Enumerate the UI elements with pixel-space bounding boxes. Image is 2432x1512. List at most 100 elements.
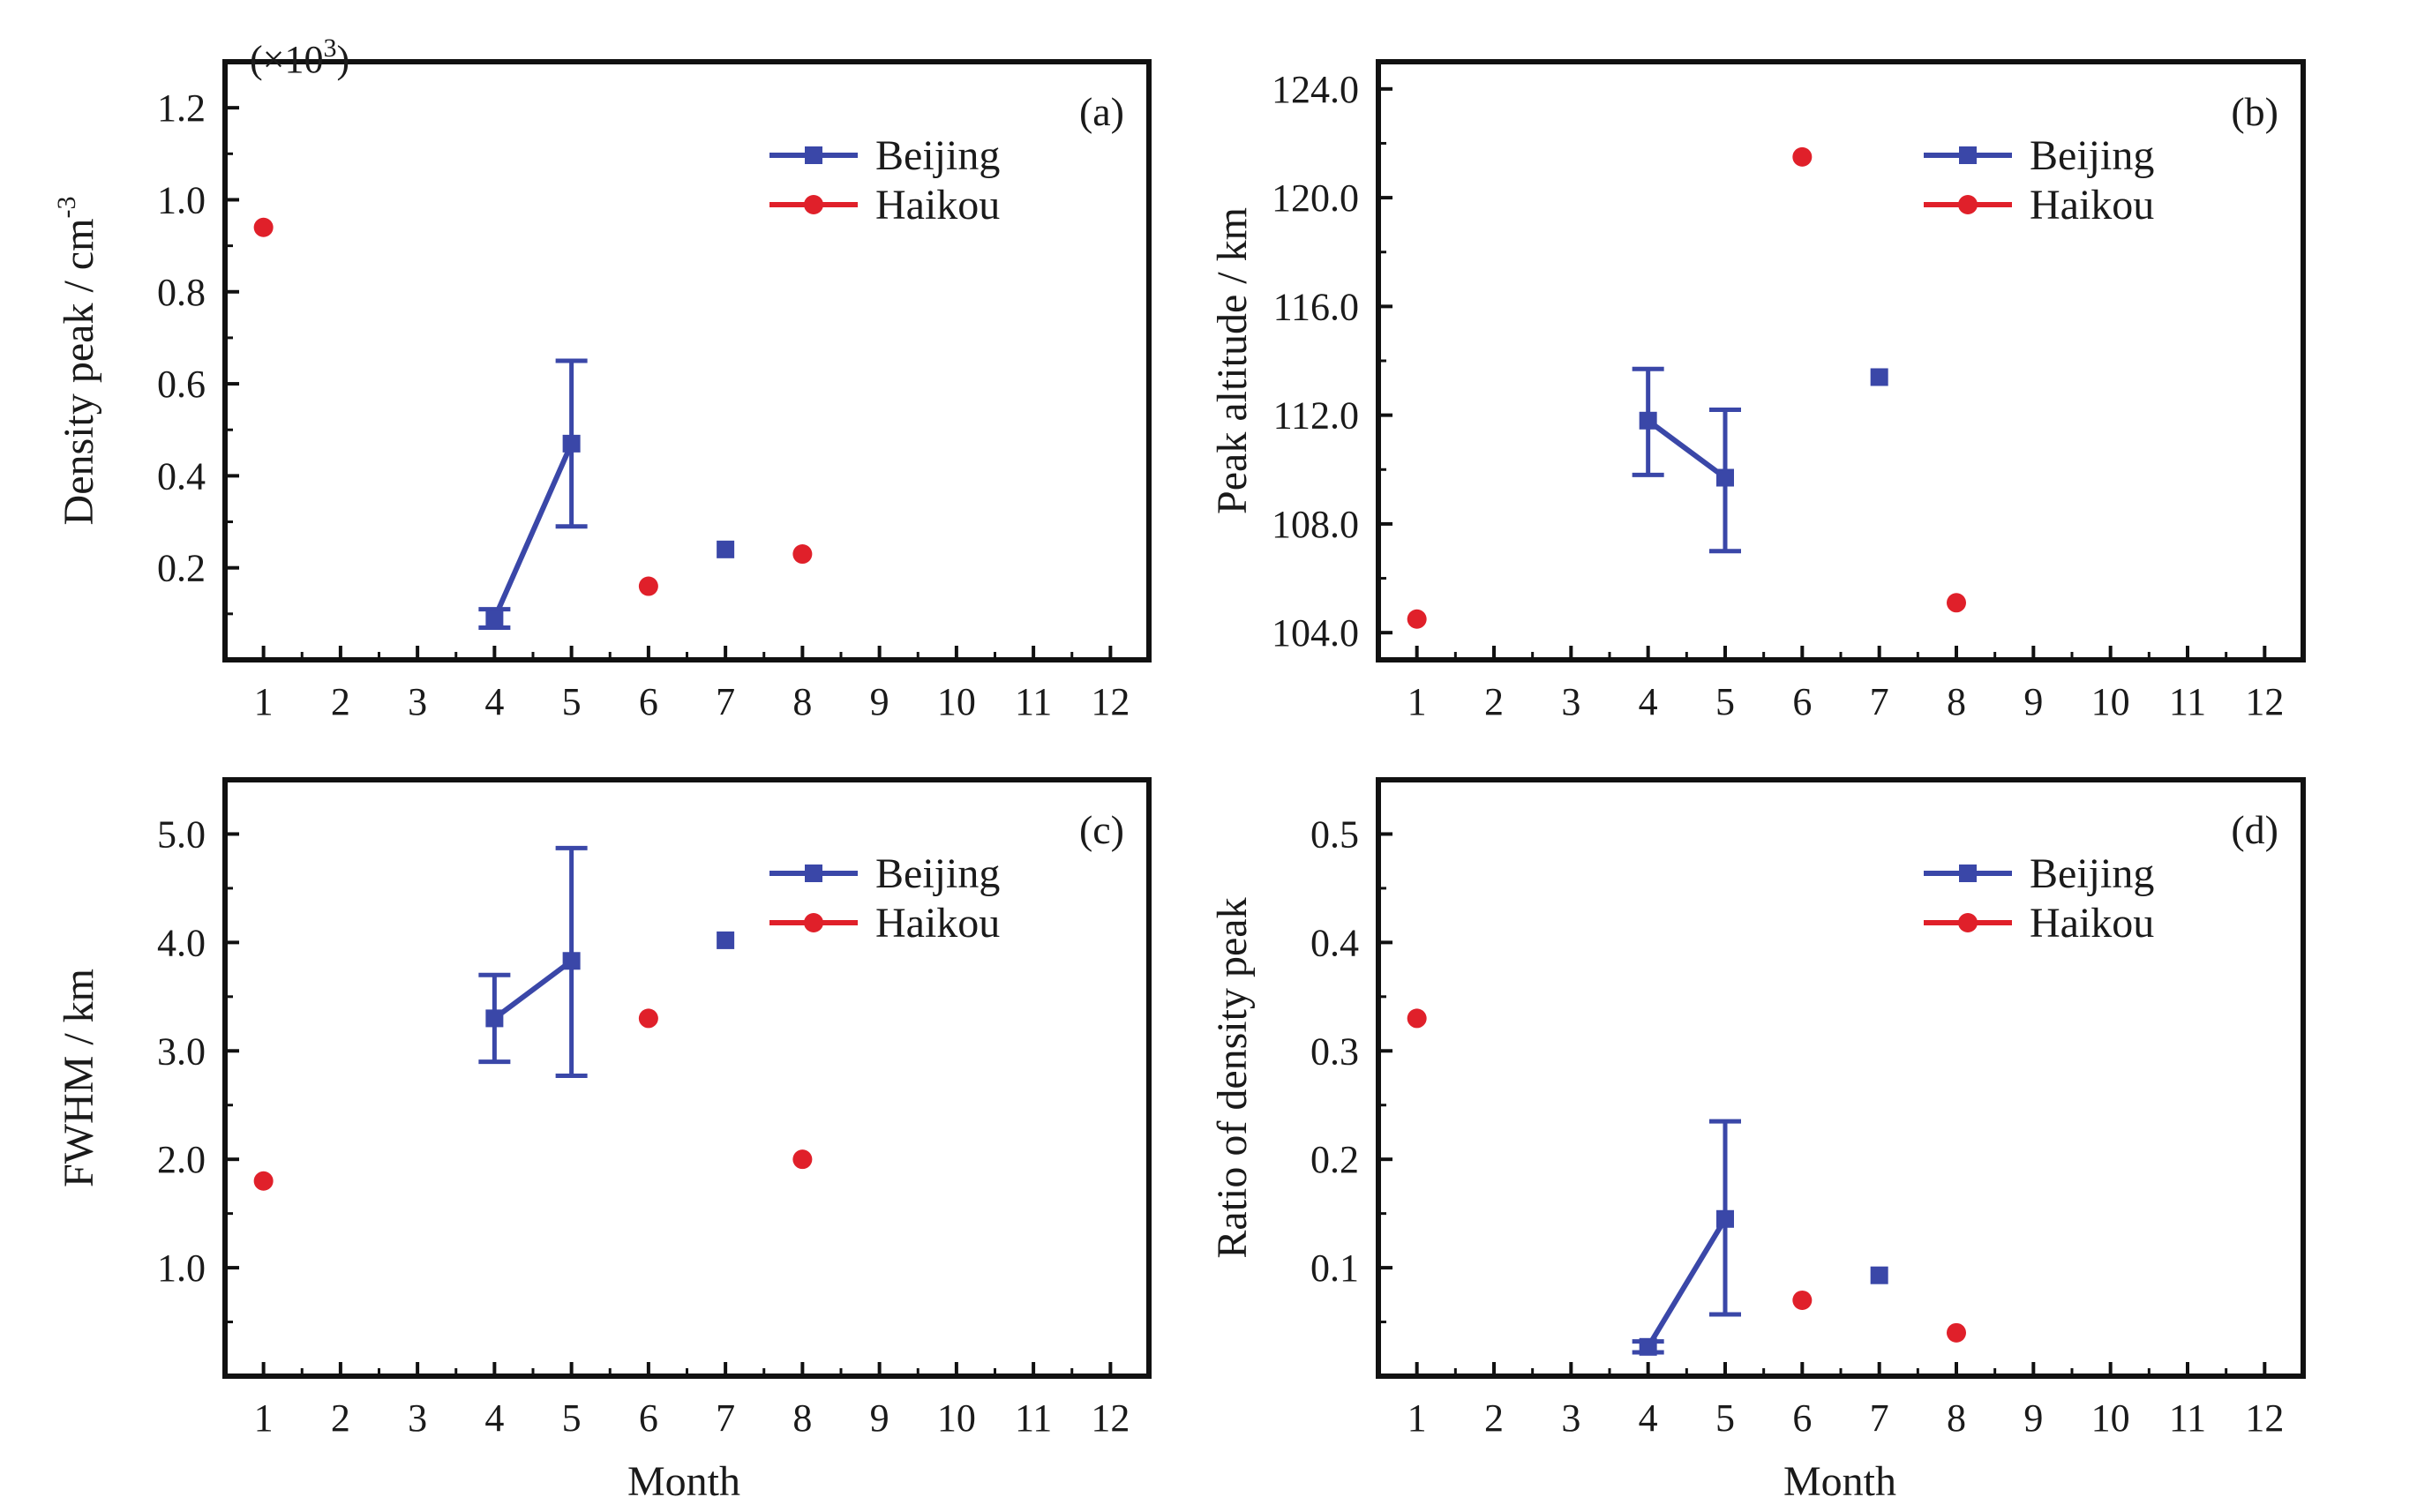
- y-tick-label-c-4: 5.0: [157, 812, 206, 856]
- data-point-haikou-a-8: [792, 544, 813, 565]
- y-tick-label-b-3: 116.0: [1273, 285, 1359, 328]
- series-line-beijing-d-0: [1646, 1217, 1728, 1349]
- y-multiplier-exp-a: 3: [323, 34, 336, 63]
- data-point-haikou-b-1: [1407, 609, 1427, 629]
- data-point-beijing-a-7: [717, 540, 735, 558]
- x-tick-label-a-5: 5: [562, 680, 582, 723]
- x-tick-label-b-9: 9: [2023, 680, 2043, 723]
- x-tick-label-c-4: 4: [484, 1396, 504, 1440]
- legend-label-beijing: Beijing: [2030, 132, 2154, 179]
- x-tick-label-a-10: 10: [937, 680, 976, 723]
- data-point-haikou-c-6: [638, 1008, 658, 1029]
- y-axis-label-superscript-a: -3: [52, 197, 81, 219]
- panel-label-c: (c): [1079, 807, 1124, 852]
- panel-label-a: (a): [1079, 89, 1124, 134]
- x-tick-label-a-4: 4: [484, 680, 504, 723]
- data-point-beijing-b-4: [1639, 411, 1657, 430]
- x-tick-label-d-5: 5: [1715, 1396, 1735, 1440]
- x-tick-label-b-5: 5: [1715, 680, 1735, 723]
- data-point-haikou-b-6: [1792, 146, 1813, 167]
- legend-label-beijing: Beijing: [2030, 850, 2154, 897]
- legend-label-haikou: Haikou: [2030, 182, 2154, 228]
- plot-frame-d: [1376, 777, 2306, 1379]
- y-tick-label-d-4: 0.5: [1310, 812, 1359, 856]
- x-tick-label-c-5: 5: [562, 1396, 582, 1440]
- panel-label-d: (d): [2231, 807, 2278, 852]
- x-tick-label-a-7: 7: [716, 680, 735, 723]
- data-point-haikou-c-1: [253, 1171, 274, 1191]
- x-tick-label-a-6: 6: [639, 680, 658, 723]
- x-tick-label-c-12: 12: [1091, 1396, 1130, 1440]
- y-axis-label-c: FWHM / km: [56, 969, 102, 1187]
- y-tick-label-d-0: 0.1: [1310, 1246, 1359, 1290]
- data-point-beijing-c-5: [562, 952, 581, 970]
- data-point-beijing-c-4: [485, 1009, 504, 1028]
- y-axis-label-text-b: Peak altitude / km: [1209, 207, 1256, 514]
- y-tick-label-a-0: 0.2: [157, 547, 206, 590]
- x-tick-label-c-7: 7: [716, 1396, 735, 1440]
- series-line-beijing-a-0: [492, 442, 574, 620]
- panel-b: 1 2 3 4 5 6 7 8 9 10 11 12104.0108.0112.0116.0120.0…: [1209, 59, 2306, 723]
- y-axis-label-d: Ratio of density peak: [1209, 897, 1256, 1258]
- x-tick-label-b-3: 3: [1561, 680, 1580, 723]
- x-tick-label-b-11: 11: [2169, 680, 2206, 723]
- y-tick-label-a-4: 1.0: [157, 178, 206, 221]
- x-tick-label-b-7: 7: [1870, 680, 1889, 723]
- x-tick-label-a-3: 3: [408, 680, 427, 723]
- y-axis-label-b: Peak altitude / km: [1209, 207, 1256, 514]
- y-axis-label-text-a: Density peak / cm: [56, 219, 102, 526]
- x-tick-label-c-9: 9: [870, 1396, 889, 1440]
- x-tick-label-c-3: 3: [408, 1396, 427, 1440]
- series-line-beijing-b-0: [1646, 418, 1727, 480]
- data-point-beijing-c-7: [717, 931, 735, 949]
- x-tick-label-b-4: 4: [1639, 680, 1658, 723]
- x-tick-label-d-1: 1: [1407, 1396, 1427, 1440]
- legend-entry-beijing-c: Beijing: [769, 850, 1000, 897]
- plot-frame-b: [1376, 59, 2306, 662]
- data-point-haikou-b-8: [1947, 593, 1966, 613]
- x-tick-label-c-1: 1: [254, 1396, 274, 1440]
- y-tick-label-d-3: 0.4: [1310, 921, 1359, 964]
- legend-entry-beijing-d: Beijing: [1924, 850, 2154, 897]
- x-tick-label-d-9: 9: [2023, 1396, 2043, 1440]
- x-tick-label-a-12: 12: [1091, 680, 1130, 723]
- y-tick-label-c-2: 3.0: [157, 1029, 206, 1073]
- y-tick-label-a-5: 1.2: [157, 86, 206, 130]
- y-tick-label-c-3: 4.0: [157, 921, 206, 964]
- legend-marker-beijing: [1959, 865, 1977, 882]
- y-tick-label-d-1: 0.2: [1310, 1138, 1359, 1181]
- legend-entry-beijing-b: Beijing: [1924, 132, 2154, 179]
- legend-label-beijing: Beijing: [875, 132, 1000, 179]
- y-tick-label-a-2: 0.6: [157, 363, 206, 406]
- x-tick-label-b-6: 6: [1792, 680, 1812, 723]
- x-tick-label-a-1: 1: [254, 680, 274, 723]
- x-tick-label-c-6: 6: [639, 1396, 658, 1440]
- plot-frame-c: [222, 777, 1152, 1379]
- y-tick-label-a-1: 0.4: [157, 454, 206, 498]
- x-tick-label-c-11: 11: [1015, 1396, 1052, 1440]
- x-tick-label-d-4: 4: [1639, 1396, 1658, 1440]
- x-tick-label-d-8: 8: [1947, 1396, 1966, 1440]
- x-tick-label-a-8: 8: [792, 680, 812, 723]
- data-point-haikou-a-6: [638, 576, 658, 596]
- legend-entry-haikou-c: Haikou: [769, 900, 1000, 947]
- x-tick-label-b-12: 12: [2245, 680, 2284, 723]
- x-tick-label-d-11: 11: [2169, 1396, 2206, 1440]
- y-tick-label-b-5: 124.0: [1272, 68, 1359, 111]
- x-tick-label-d-12: 12: [2245, 1396, 2284, 1440]
- data-point-beijing-d-4: [1639, 1337, 1657, 1356]
- x-tick-label-a-9: 9: [870, 680, 889, 723]
- x-tick-label-c-8: 8: [792, 1396, 812, 1440]
- y-tick-label-b-1: 108.0: [1272, 503, 1359, 546]
- legend-label-beijing: Beijing: [875, 850, 1000, 897]
- y-tick-label-a-3: 0.8: [157, 271, 206, 314]
- series-line-beijing-c-0: [492, 958, 574, 1021]
- x-tick-label-a-11: 11: [1015, 680, 1052, 723]
- x-tick-label-d-3: 3: [1561, 1396, 1580, 1440]
- legend-entry-beijing-a: Beijing: [769, 132, 1000, 179]
- y-tick-label-c-1: 2.0: [157, 1138, 206, 1181]
- y-tick-label-d-2: 0.3: [1310, 1029, 1359, 1073]
